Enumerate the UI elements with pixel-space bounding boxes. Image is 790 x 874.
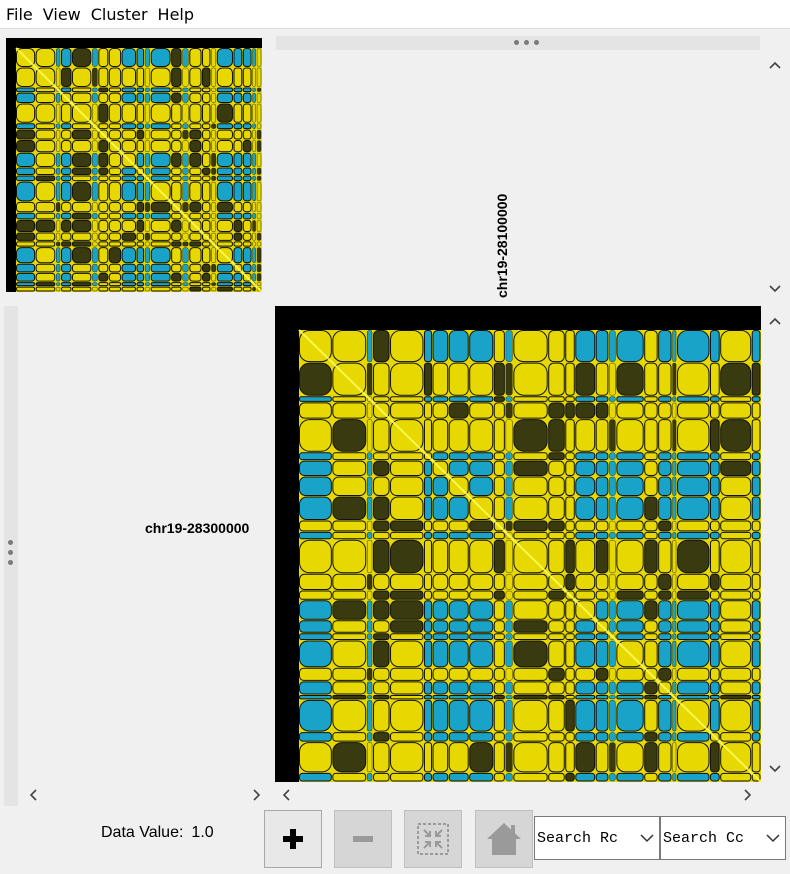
search-rows-text[interactable]: Search Rc (537, 829, 619, 847)
row-label: chr19-28300000 (145, 520, 250, 536)
scroll-down-icon[interactable] (768, 282, 782, 296)
column-divider-handle[interactable] (276, 36, 760, 50)
menu-file[interactable]: File (6, 4, 33, 24)
search-columns-combobox[interactable]: Search Cc (660, 816, 786, 860)
scroll-left-icon[interactable] (26, 788, 40, 802)
scroll-right-icon[interactable] (741, 788, 755, 802)
row-divider-handle[interactable] (4, 306, 18, 806)
fit-selection-button[interactable] (404, 810, 462, 868)
plus-icon (283, 829, 303, 849)
scroll-left-icon[interactable] (279, 788, 293, 802)
heatmap-horizontal-scrollbar[interactable] (275, 784, 761, 806)
main-heatmap[interactable] (275, 306, 761, 782)
handle-dot (8, 560, 13, 565)
search-rows-combobox[interactable]: Search Rc (534, 816, 660, 860)
heatmap-matrix (15, 47, 262, 292)
overview-heatmap[interactable] (6, 38, 262, 292)
data-value: 1.0 (191, 824, 214, 841)
chevron-down-icon[interactable] (761, 833, 785, 843)
scroll-up-icon[interactable] (768, 314, 782, 328)
zoom-in-button[interactable] (264, 810, 322, 868)
handle-dot (8, 550, 13, 555)
minus-icon (353, 836, 373, 842)
row-label-horizontal-scrollbar[interactable] (18, 784, 270, 806)
column-label: chr19-28100000 (494, 193, 510, 298)
fit-selection-icon (417, 823, 449, 855)
search-columns-text[interactable]: Search Cc (663, 829, 745, 847)
scroll-down-icon[interactable] (768, 762, 782, 776)
heatmap-vertical-scrollbar[interactable] (762, 306, 788, 782)
handle-dot (534, 40, 539, 45)
data-value-label: Data Value: (101, 824, 184, 841)
menu-view[interactable]: View (42, 4, 81, 24)
handle-dot (524, 40, 529, 45)
chevron-down-icon[interactable] (635, 833, 659, 843)
menu-bar: File View Cluster Help (0, 0, 790, 29)
column-label-scrollbar[interactable] (762, 50, 788, 300)
scroll-right-icon[interactable] (250, 788, 264, 802)
home-button[interactable] (475, 810, 533, 868)
menu-help[interactable]: Help (157, 4, 195, 24)
handle-dot (514, 40, 519, 45)
menu-cluster[interactable]: Cluster (90, 4, 148, 24)
heatmap-matrix (298, 329, 761, 782)
data-value-readout: Data Value: 1.0 (101, 824, 214, 842)
zoom-out-button[interactable] (334, 810, 392, 868)
handle-dot (8, 540, 13, 545)
home-icon (487, 823, 521, 855)
scroll-up-icon[interactable] (768, 58, 782, 72)
